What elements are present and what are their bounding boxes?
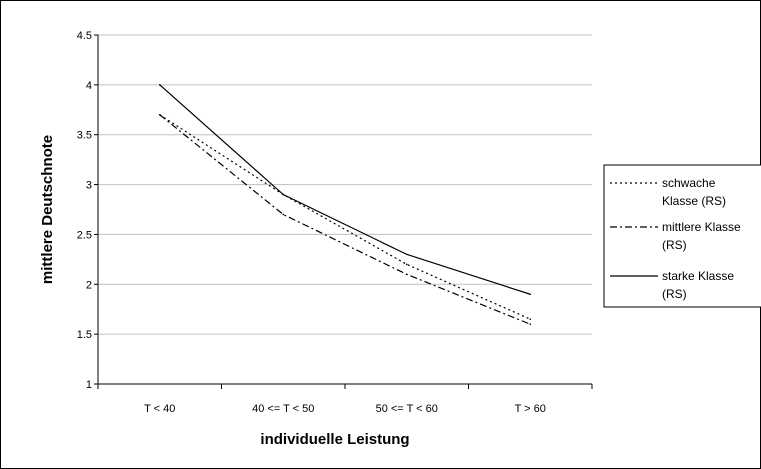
data-point: [405, 253, 408, 256]
y-axis-title: mittlere Deutschnote: [39, 135, 56, 284]
series-line-1: [159, 114, 531, 320]
data-point: [282, 213, 285, 216]
y-tick-label: 2.5: [77, 229, 92, 241]
y-tick-label: 4: [86, 80, 92, 92]
x-tick-label: 50 <= T < 60: [376, 403, 438, 415]
y-tick-label: 1.5: [77, 329, 92, 341]
data-point: [405, 273, 408, 276]
data-point: [158, 113, 161, 116]
series-line-3: [159, 84, 531, 295]
y-tick-label: 3.5: [77, 130, 92, 142]
x-tick-label: 40 <= T < 50: [252, 403, 314, 415]
legend-label: Klasse (RS): [662, 194, 726, 208]
data-point: [282, 193, 285, 196]
data-point: [405, 263, 408, 266]
data-point: [529, 318, 532, 320]
y-tick-label: 1: [86, 379, 92, 391]
data-point: [158, 84, 161, 86]
legend-label: schwache: [662, 176, 716, 190]
legend-label: (RS): [662, 238, 687, 252]
y-tick-label: 2: [86, 279, 92, 291]
x-axis-title: individuelle Leistung: [260, 431, 409, 448]
data-point: [529, 323, 532, 325]
data-point: [529, 293, 532, 296]
legend-label: starke Klasse: [662, 269, 734, 283]
x-tick-label: T > 60: [515, 403, 546, 415]
legend-label: (RS): [662, 287, 687, 301]
series-line-2: [159, 114, 531, 325]
legend-box: [603, 164, 761, 308]
x-tick-label: T < 40: [144, 403, 175, 415]
y-tick-label: 3: [86, 180, 92, 192]
legend-label: mittlere Klasse: [662, 220, 741, 234]
y-tick-label: 4.5: [77, 30, 92, 42]
